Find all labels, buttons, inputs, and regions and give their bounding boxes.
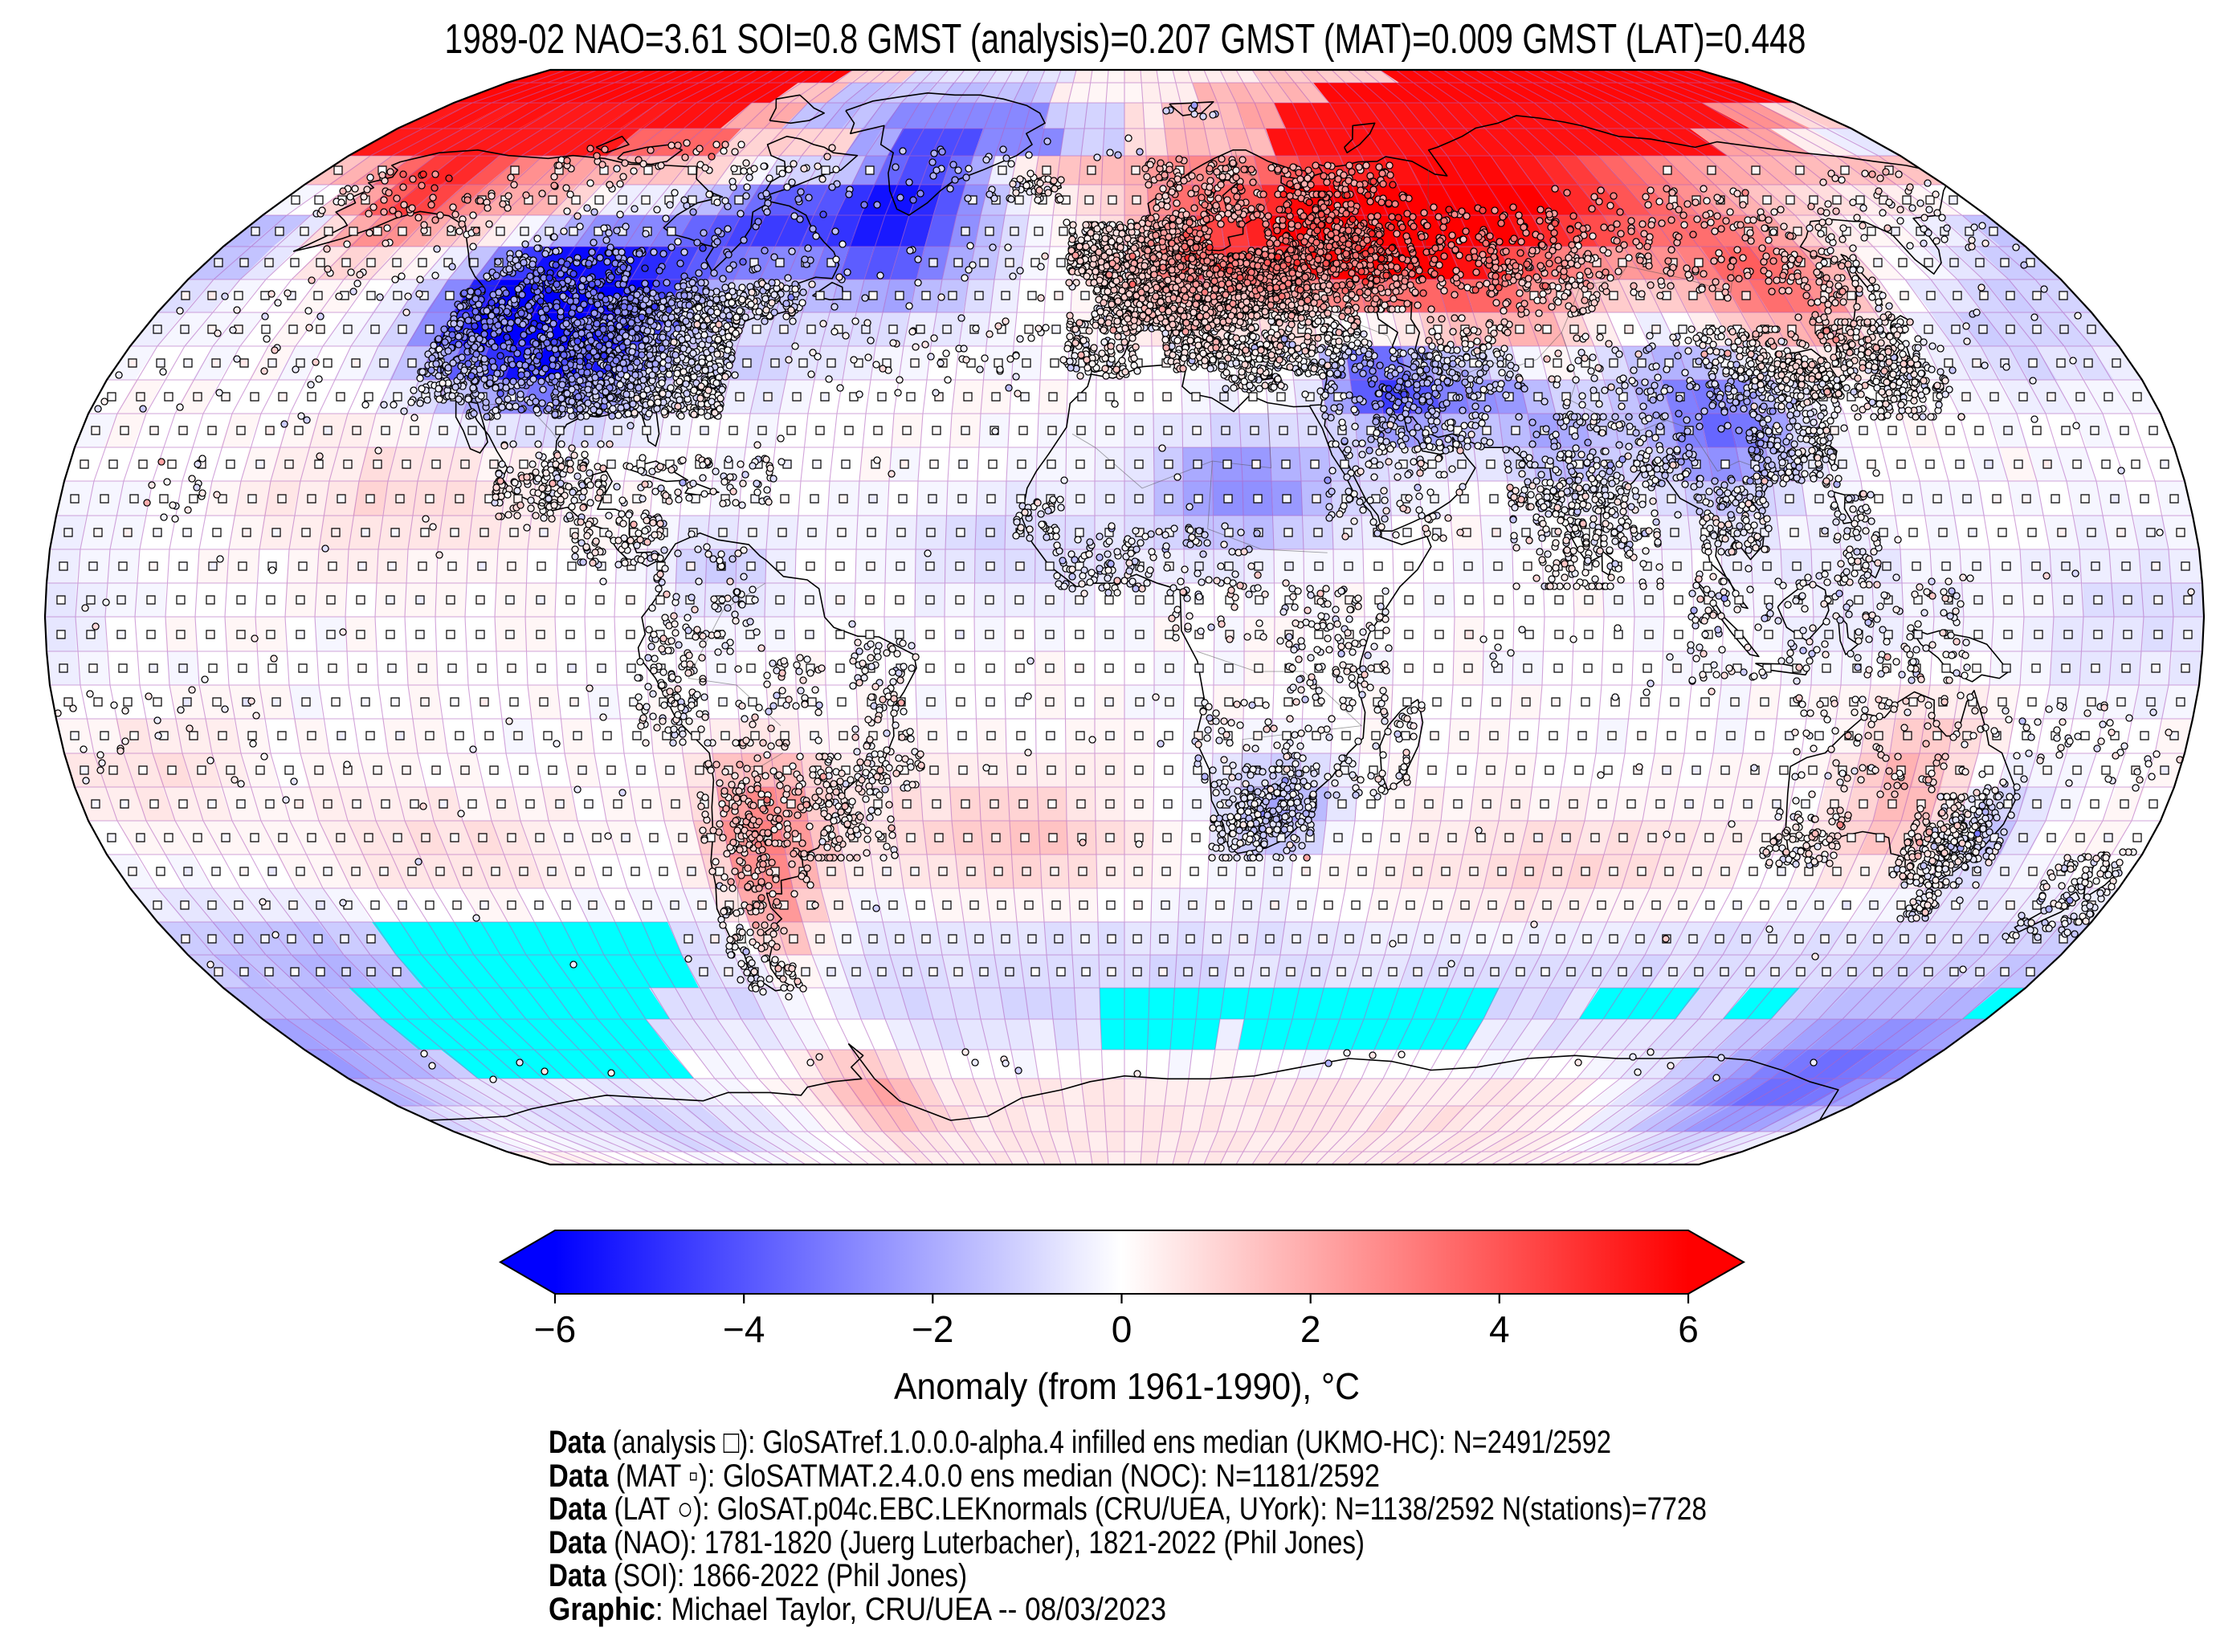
svg-text:Data (SOI): 1866-2022 (Phil Jo: Data (SOI): 1866-2022 (Phil Jones) [549, 1558, 967, 1593]
svg-text:Data (NAO): 1781-1820 (Juerg L: Data (NAO): 1781-1820 (Juerg Luterbacher… [549, 1525, 1365, 1560]
svg-text:Graphic: Michael Taylor, CRU/U: Graphic: Michael Taylor, CRU/UEA -- 08/0… [549, 1592, 1166, 1627]
svg-text:4: 4 [1489, 1308, 1510, 1350]
svg-text:Data (MAT ▫): GloSATMAT.2.4.0.: Data (MAT ▫): GloSATMAT.2.4.0.0 ens medi… [549, 1458, 1380, 1494]
svg-text:0: 0 [1112, 1308, 1132, 1350]
svg-text:Data (analysis □): GloSATref.1: Data (analysis □): GloSATref.1.0.0.0-alp… [549, 1425, 1611, 1460]
svg-text:2: 2 [1300, 1308, 1321, 1350]
svg-text:Data (LAT ○): GloSAT.p04c.EBC.: Data (LAT ○): GloSAT.p04c.EBC.LEKnormals… [549, 1491, 1707, 1527]
svg-text:Anomaly (from 1961-1990), °C: Anomaly (from 1961-1990), °C [894, 1365, 1360, 1407]
svg-text:6: 6 [1678, 1308, 1699, 1350]
svg-text:−2: −2 [912, 1308, 953, 1350]
svg-text:−6: −6 [534, 1308, 576, 1350]
svg-text:1989-02 NAO=3.61 SOI=0.8 GMST: 1989-02 NAO=3.61 SOI=0.8 GMST (analysis)… [445, 16, 1806, 63]
svg-text:−4: −4 [723, 1308, 765, 1350]
